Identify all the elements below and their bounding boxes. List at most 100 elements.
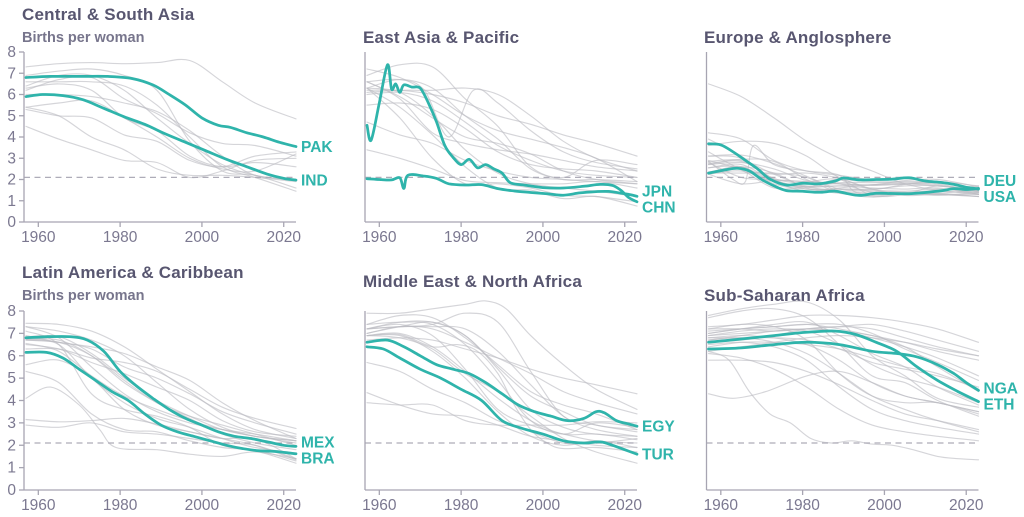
y-axis-unit-label: Births per woman [22, 30, 145, 46]
background-country-line [366, 149, 638, 189]
x-axis-tick-label: 2000 [867, 497, 902, 514]
country-code-label-DEU: DEU [984, 173, 1017, 190]
background-country-line [707, 359, 980, 431]
panel-central-south-asia: Central & South Asia Births per woman 19… [0, 0, 341, 258]
y-axis-tick-label: 5 [7, 370, 16, 387]
panel-europe-anglosphere: Europe & Anglosphere 1960 1980 2000 2020 DEU… [682, 0, 1024, 258]
background-country-line [707, 341, 980, 390]
highlight-line-IND [24, 93, 298, 182]
y-axis-tick-label: 6 [7, 348, 16, 365]
y-axis-tick-label: 3 [7, 150, 16, 167]
x-axis-tick-label: 2020 [607, 229, 642, 246]
x-axis-tick-label: 1960 [362, 497, 397, 514]
highlight-line-BRA [24, 350, 298, 456]
background-country-line [366, 79, 638, 183]
panel-title: Sub-Saharan Africa [704, 286, 865, 305]
panel-title: Europe & Anglosphere [704, 28, 892, 47]
y-axis-tick-label: 4 [7, 129, 16, 146]
panel-middle-east-north-africa: Middle East & North Africa 1960 1980 2000 2… [341, 258, 682, 517]
background-country-line [366, 320, 638, 431]
background-country-line [707, 83, 980, 195]
x-axis-tick-label: 2000 [185, 229, 220, 246]
country-code-label-CHN: CHN [642, 200, 676, 217]
y-axis-tick-label: 1 [7, 460, 16, 477]
background-country-line [366, 321, 638, 435]
highlight-line-EGY [365, 338, 639, 428]
background-country-line [25, 322, 297, 440]
background-country-line [366, 333, 638, 449]
country-code-label-PAK: PAK [301, 139, 333, 156]
x-axis-tick-label: 1980 [785, 229, 820, 246]
y-axis-tick-label: 5 [7, 108, 16, 125]
x-axis-tick-label: 2000 [526, 497, 561, 514]
background-country-line [25, 68, 297, 189]
background-country-line [366, 87, 638, 203]
background-country-line [366, 102, 638, 178]
y-axis-unit-label: Births per woman [22, 288, 145, 304]
x-axis-tick-label: 2020 [949, 229, 984, 246]
y-axis-tick-label: 8 [7, 303, 16, 320]
background-country-line [707, 350, 980, 461]
background-country-line [366, 323, 638, 444]
y-axis-tick-label: 1 [7, 193, 16, 210]
background-country-line [707, 159, 980, 195]
background-country-line [25, 125, 297, 179]
highlight-line-DEU [707, 166, 980, 197]
panel-latin-america-caribbean: Latin America & Caribbean Births per wom… [0, 258, 341, 517]
country-code-label-MEX: MEX [301, 435, 335, 452]
y-axis-tick-label: 8 [7, 44, 16, 61]
country-code-label-ETH: ETH [984, 397, 1015, 414]
highlight-line-USA [707, 142, 980, 191]
y-axis-tick-label: 6 [7, 87, 16, 104]
country-code-label-EGY: EGY [642, 419, 675, 436]
highlight-line-JPN [365, 173, 639, 198]
background-country-line [707, 300, 980, 408]
highlight-line-MEX [24, 335, 298, 448]
x-axis-tick-label: 1960 [704, 229, 739, 246]
background-country-line [25, 344, 297, 437]
background-country-line [707, 173, 980, 196]
x-axis-tick-label: 1960 [21, 229, 56, 246]
x-axis-tick-label: 2020 [266, 497, 301, 514]
background-country-line [366, 332, 638, 441]
country-code-label-BRA: BRA [301, 451, 335, 468]
background-country-line [366, 87, 638, 172]
y-axis-tick-label: 0 [7, 214, 16, 231]
panel-title: Central & South Asia [22, 5, 195, 24]
chart-row-bottom: Latin America & Caribbean Births per wom… [0, 258, 1024, 517]
background-country-line [25, 99, 297, 173]
x-axis-tick-label: 1960 [21, 497, 56, 514]
x-axis-tick-label: 1960 [704, 497, 739, 514]
country-code-label-JPN: JPN [642, 184, 672, 201]
background-country-line [707, 341, 980, 435]
background-country-line [707, 370, 980, 413]
country-code-label-IND: IND [301, 173, 328, 190]
x-axis-tick-label: 1980 [444, 497, 479, 514]
country-code-label-USA: USA [984, 189, 1017, 206]
background-country-line [707, 314, 980, 343]
country-code-label-TUR: TUR [642, 447, 674, 464]
panel-title: East Asia & Pacific [363, 28, 520, 47]
panel-title: Latin America & Caribbean [22, 263, 244, 282]
background-country-line [25, 347, 297, 430]
highlight-line-NGA [707, 340, 980, 392]
x-axis-tick-label: 1980 [103, 497, 138, 514]
background-country-line [707, 321, 980, 406]
background-country-line [366, 89, 638, 157]
y-axis-tick-label: 7 [7, 65, 16, 82]
background-country-line [25, 422, 297, 460]
background-country-line [25, 339, 297, 435]
chart-row-top: Central & South Asia Births per woman 19… [0, 0, 1024, 258]
panel-sub-saharan-africa: Sub-Saharan Africa 1960 1980 2000 2020 NGA ET… [682, 258, 1024, 517]
highlight-line-TUR [365, 345, 639, 456]
background-country-line [25, 326, 297, 442]
background-country-line [25, 106, 297, 183]
background-country-line [366, 333, 638, 453]
background-country-line [366, 300, 638, 410]
background-country-line [25, 73, 297, 182]
background-country-line [366, 314, 638, 431]
background-country-line [25, 359, 297, 461]
x-axis-tick-label: 1980 [444, 229, 479, 246]
